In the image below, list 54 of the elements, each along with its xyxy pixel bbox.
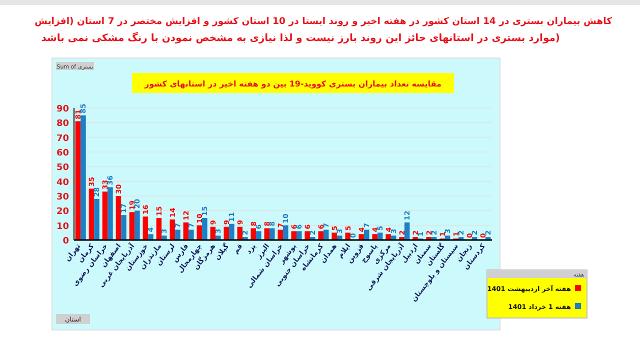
bar: [270, 228, 275, 240]
bar: [175, 230, 180, 240]
bar: [129, 212, 135, 240]
y-tick-label: 80: [56, 119, 69, 130]
bar: [196, 225, 202, 240]
bar: [264, 228, 270, 240]
bar: [278, 230, 283, 240]
bar: [148, 234, 154, 240]
y-tick-label: 70: [56, 134, 69, 144]
bar: [364, 230, 370, 240]
bar: [358, 234, 364, 240]
bar: [162, 236, 167, 240]
y-tick-label: 50: [56, 163, 69, 174]
bar: [318, 231, 324, 240]
bar: [134, 210, 140, 240]
bar: [283, 225, 288, 240]
bar: [202, 218, 208, 240]
bar: [345, 232, 350, 240]
bar: [386, 234, 391, 240]
bar: [142, 216, 148, 240]
bar: [188, 230, 194, 240]
bar: [291, 231, 296, 240]
y-tick-label: 0: [62, 236, 69, 246]
bar: [170, 219, 176, 240]
bar: [372, 234, 378, 240]
y-tick-label: 90: [56, 104, 69, 114]
bar: [94, 198, 100, 240]
chart-subtitle: موارد بستری در استانهای حائز این روند بارز نیست و لذا نیازی به مشخص نمودن با رنگ مشکی نمی باشد): [41, 31, 560, 44]
y-tick-label: 30: [56, 192, 69, 202]
bar: [256, 231, 262, 240]
text: مقایسه تعداد بیماران بستری کووید-19 بین دو هفته اخیر در استانهای کشور: [144, 80, 442, 88]
y-tick-label: 40: [56, 178, 69, 188]
bar: [296, 231, 302, 240]
bar: [80, 115, 86, 240]
bar: [108, 187, 113, 240]
bar: [304, 231, 310, 240]
bar: [116, 196, 122, 240]
bar: [216, 236, 221, 240]
bar: [229, 224, 234, 240]
bar: [75, 121, 81, 240]
bar: [224, 226, 230, 240]
bar: [121, 215, 126, 240]
bar: [102, 192, 108, 240]
y-tick-label: 20: [56, 207, 69, 218]
chart-title: کاهش بیماران بستری در 14 استان کشور در هفته اخیر و روند ایستا در 10 استان کشور و افزایش مختصر در 7 استان (افزایش: [34, 16, 613, 27]
bar: [183, 222, 189, 240]
bar: [377, 232, 383, 240]
bar: [88, 188, 94, 240]
bar: [332, 232, 337, 240]
y-tick-label: 60: [56, 148, 69, 158]
bar: [323, 230, 329, 240]
y-tick-label: 10: [56, 222, 69, 232]
bar: [404, 222, 410, 240]
bar: [156, 218, 162, 240]
